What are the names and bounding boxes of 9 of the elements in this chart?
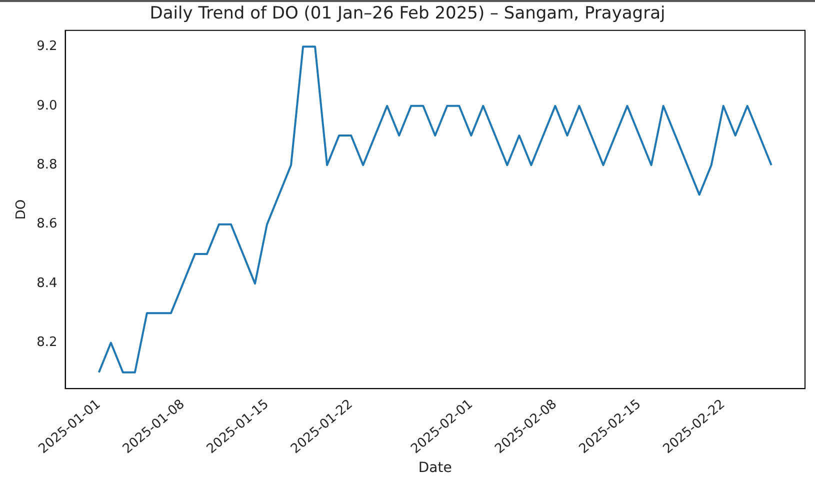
- y-axis-title: DO: [14, 199, 30, 220]
- y-tick-label: 9.2: [36, 39, 58, 54]
- x-axis-title: Date: [418, 460, 452, 476]
- y-tick-label: 8.6: [36, 216, 58, 232]
- y-tick-label: 8.4: [36, 276, 58, 291]
- y-tick-label: 8.8: [36, 158, 58, 173]
- y-tick-label: 8.2: [36, 335, 58, 350]
- y-tick-label: 9.0: [36, 98, 58, 114]
- chart-title: Daily Trend of DO (01 Jan–26 Feb 2025) – Sangam, Prayagraj: [150, 4, 666, 24]
